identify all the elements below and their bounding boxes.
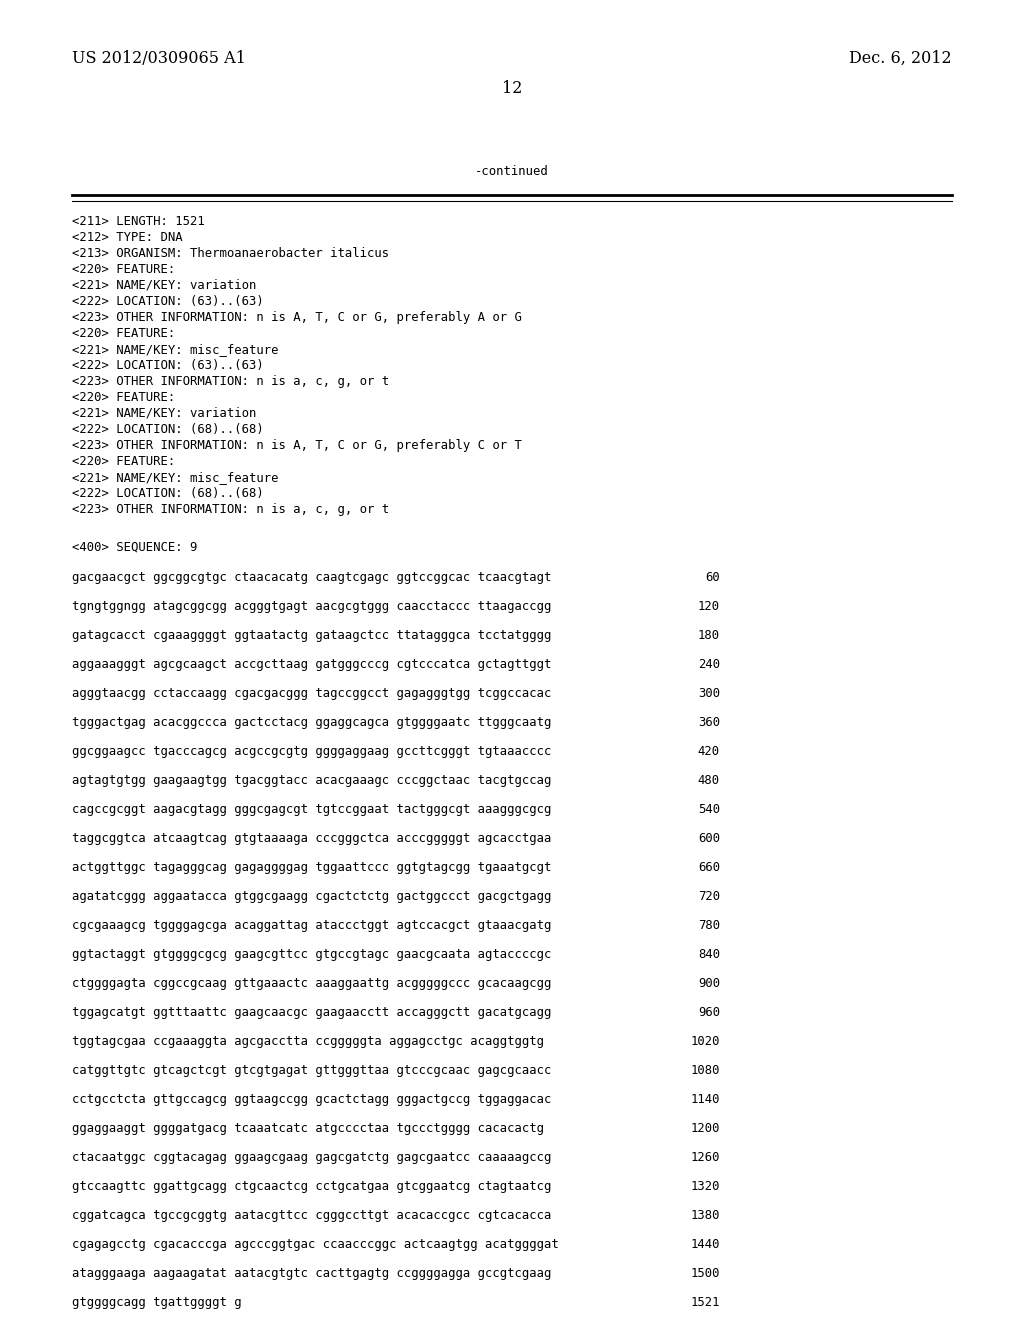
Text: taggcggtca atcaagtcag gtgtaaaaga cccgggctca acccgggggt agcacctgaa: taggcggtca atcaagtcag gtgtaaaaga cccgggc… — [72, 832, 551, 845]
Text: tggagcatgt ggtttaattc gaagcaacgc gaagaacctt accagggctt gacatgcagg: tggagcatgt ggtttaattc gaagcaacgc gaagaac… — [72, 1006, 551, 1019]
Text: <223> OTHER INFORMATION: n is a, c, g, or t: <223> OTHER INFORMATION: n is a, c, g, o… — [72, 375, 389, 388]
Text: 660: 660 — [698, 861, 720, 874]
Text: ggtactaggt gtggggcgcg gaagcgttcc gtgccgtagc gaacgcaata agtaccccgc: ggtactaggt gtggggcgcg gaagcgttcc gtgccgt… — [72, 948, 551, 961]
Text: 420: 420 — [698, 744, 720, 758]
Text: cggatcagca tgccgcggtg aatacgttcc cgggccttgt acacaccgcc cgtcacacca: cggatcagca tgccgcggtg aatacgttcc cgggcct… — [72, 1209, 551, 1222]
Text: cctgcctcta gttgccagcg ggtaagccgg gcactctagg gggactgccg tggaggacac: cctgcctcta gttgccagcg ggtaagccgg gcactct… — [72, 1093, 551, 1106]
Text: 180: 180 — [698, 630, 720, 642]
Text: 1080: 1080 — [690, 1064, 720, 1077]
Text: <223> OTHER INFORMATION: n is a, c, g, or t: <223> OTHER INFORMATION: n is a, c, g, o… — [72, 503, 389, 516]
Text: <222> LOCATION: (68)..(68): <222> LOCATION: (68)..(68) — [72, 422, 264, 436]
Text: actggttggc tagagggcag gagaggggag tggaattccc ggtgtagcgg tgaaatgcgt: actggttggc tagagggcag gagaggggag tggaatt… — [72, 861, 551, 874]
Text: 300: 300 — [698, 686, 720, 700]
Text: agggtaacgg cctaccaagg cgacgacggg tagccggcct gagagggtgg tcggccacac: agggtaacgg cctaccaagg cgacgacggg tagccgg… — [72, 686, 551, 700]
Text: <220> FEATURE:: <220> FEATURE: — [72, 263, 175, 276]
Text: tgggactgag acacggccca gactcctacg ggaggcagca gtggggaatc ttgggcaatg: tgggactgag acacggccca gactcctacg ggaggca… — [72, 715, 551, 729]
Text: 1380: 1380 — [690, 1209, 720, 1222]
Text: 360: 360 — [698, 715, 720, 729]
Text: gatagcacct cgaaaggggt ggtaatactg gataagctcc ttatagggca tcctatgggg: gatagcacct cgaaaggggt ggtaatactg gataagc… — [72, 630, 551, 642]
Text: 240: 240 — [698, 657, 720, 671]
Text: Dec. 6, 2012: Dec. 6, 2012 — [849, 50, 952, 67]
Text: -continued: -continued — [475, 165, 549, 178]
Text: <213> ORGANISM: Thermoanaerobacter italicus: <213> ORGANISM: Thermoanaerobacter itali… — [72, 247, 389, 260]
Text: <222> LOCATION: (63)..(63): <222> LOCATION: (63)..(63) — [72, 359, 264, 372]
Text: 120: 120 — [698, 601, 720, 612]
Text: <223> OTHER INFORMATION: n is A, T, C or G, preferably C or T: <223> OTHER INFORMATION: n is A, T, C or… — [72, 440, 522, 451]
Text: <212> TYPE: DNA: <212> TYPE: DNA — [72, 231, 182, 244]
Text: <220> FEATURE:: <220> FEATURE: — [72, 327, 175, 341]
Text: 1521: 1521 — [690, 1296, 720, 1309]
Text: 780: 780 — [698, 919, 720, 932]
Text: ctacaatggc cggtacagag ggaagcgaag gagcgatctg gagcgaatcc caaaaagccg: ctacaatggc cggtacagag ggaagcgaag gagcgat… — [72, 1151, 551, 1164]
Text: 540: 540 — [698, 803, 720, 816]
Text: 60: 60 — [706, 572, 720, 583]
Text: 1200: 1200 — [690, 1122, 720, 1135]
Text: <222> LOCATION: (63)..(63): <222> LOCATION: (63)..(63) — [72, 294, 264, 308]
Text: <221> NAME/KEY: misc_feature: <221> NAME/KEY: misc_feature — [72, 343, 279, 356]
Text: agatatcggg aggaatacca gtggcgaagg cgactctctg gactggccct gacgctgagg: agatatcggg aggaatacca gtggcgaagg cgactct… — [72, 890, 551, 903]
Text: 840: 840 — [698, 948, 720, 961]
Text: <221> NAME/KEY: variation: <221> NAME/KEY: variation — [72, 407, 256, 420]
Text: US 2012/0309065 A1: US 2012/0309065 A1 — [72, 50, 246, 67]
Text: catggttgtc gtcagctcgt gtcgtgagat gttgggttaa gtcccgcaac gagcgcaacc: catggttgtc gtcagctcgt gtcgtgagat gttgggt… — [72, 1064, 551, 1077]
Text: 1440: 1440 — [690, 1238, 720, 1251]
Text: gtggggcagg tgattggggt g: gtggggcagg tgattggggt g — [72, 1296, 242, 1309]
Text: aggaaagggt agcgcaagct accgcttaag gatgggcccg cgtcccatca gctagttggt: aggaaagggt agcgcaagct accgcttaag gatgggc… — [72, 657, 551, 671]
Text: 900: 900 — [698, 977, 720, 990]
Text: 720: 720 — [698, 890, 720, 903]
Text: <220> FEATURE:: <220> FEATURE: — [72, 391, 175, 404]
Text: ctggggagta cggccgcaag gttgaaactc aaaggaattg acgggggccc gcacaagcgg: ctggggagta cggccgcaag gttgaaactc aaaggaa… — [72, 977, 551, 990]
Text: <223> OTHER INFORMATION: n is A, T, C or G, preferably A or G: <223> OTHER INFORMATION: n is A, T, C or… — [72, 312, 522, 323]
Text: 1140: 1140 — [690, 1093, 720, 1106]
Text: atagggaaga aagaagatat aatacgtgtc cacttgagtg ccggggagga gccgtcgaag: atagggaaga aagaagatat aatacgtgtc cacttga… — [72, 1267, 551, 1280]
Text: 1320: 1320 — [690, 1180, 720, 1193]
Text: 1500: 1500 — [690, 1267, 720, 1280]
Text: gacgaacgct ggcggcgtgc ctaacacatg caagtcgagc ggtccggcac tcaacgtagt: gacgaacgct ggcggcgtgc ctaacacatg caagtcg… — [72, 572, 551, 583]
Text: 480: 480 — [698, 774, 720, 787]
Text: 1020: 1020 — [690, 1035, 720, 1048]
Text: 12: 12 — [502, 81, 522, 96]
Text: tggtagcgaa ccgaaaggta agcgacctta ccgggggta aggagcctgc acaggtggtg: tggtagcgaa ccgaaaggta agcgacctta ccggggg… — [72, 1035, 544, 1048]
Text: <222> LOCATION: (68)..(68): <222> LOCATION: (68)..(68) — [72, 487, 264, 500]
Text: 1260: 1260 — [690, 1151, 720, 1164]
Text: tgngtggngg atagcggcgg acgggtgagt aacgcgtggg caacctaccc ttaagaccgg: tgngtggngg atagcggcgg acgggtgagt aacgcgt… — [72, 601, 551, 612]
Text: cgagagcctg cgacacccga agcccggtgac ccaacccggc actcaagtgg acatggggat: cgagagcctg cgacacccga agcccggtgac ccaacc… — [72, 1238, 559, 1251]
Text: <220> FEATURE:: <220> FEATURE: — [72, 455, 175, 469]
Text: <400> SEQUENCE: 9: <400> SEQUENCE: 9 — [72, 541, 198, 554]
Text: ggaggaaggt ggggatgacg tcaaatcatc atgcccctaa tgccctgggg cacacactg: ggaggaaggt ggggatgacg tcaaatcatc atgcccc… — [72, 1122, 544, 1135]
Text: <211> LENGTH: 1521: <211> LENGTH: 1521 — [72, 215, 205, 228]
Text: cagccgcggt aagacgtagg gggcgagcgt tgtccggaat tactgggcgt aaagggcgcg: cagccgcggt aagacgtagg gggcgagcgt tgtccgg… — [72, 803, 551, 816]
Text: 600: 600 — [698, 832, 720, 845]
Text: 960: 960 — [698, 1006, 720, 1019]
Text: ggcggaagcc tgacccagcg acgccgcgtg ggggaggaag gccttcgggt tgtaaacccc: ggcggaagcc tgacccagcg acgccgcgtg ggggagg… — [72, 744, 551, 758]
Text: agtagtgtgg gaagaagtgg tgacggtacc acacgaaagc cccggctaac tacgtgccag: agtagtgtgg gaagaagtgg tgacggtacc acacgaa… — [72, 774, 551, 787]
Text: <221> NAME/KEY: misc_feature: <221> NAME/KEY: misc_feature — [72, 471, 279, 484]
Text: <221> NAME/KEY: variation: <221> NAME/KEY: variation — [72, 279, 256, 292]
Text: cgcgaaagcg tggggagcga acaggattag ataccctggt agtccacgct gtaaacgatg: cgcgaaagcg tggggagcga acaggattag ataccct… — [72, 919, 551, 932]
Text: gtccaagttc ggattgcagg ctgcaactcg cctgcatgaa gtcggaatcg ctagtaatcg: gtccaagttc ggattgcagg ctgcaactcg cctgcat… — [72, 1180, 551, 1193]
